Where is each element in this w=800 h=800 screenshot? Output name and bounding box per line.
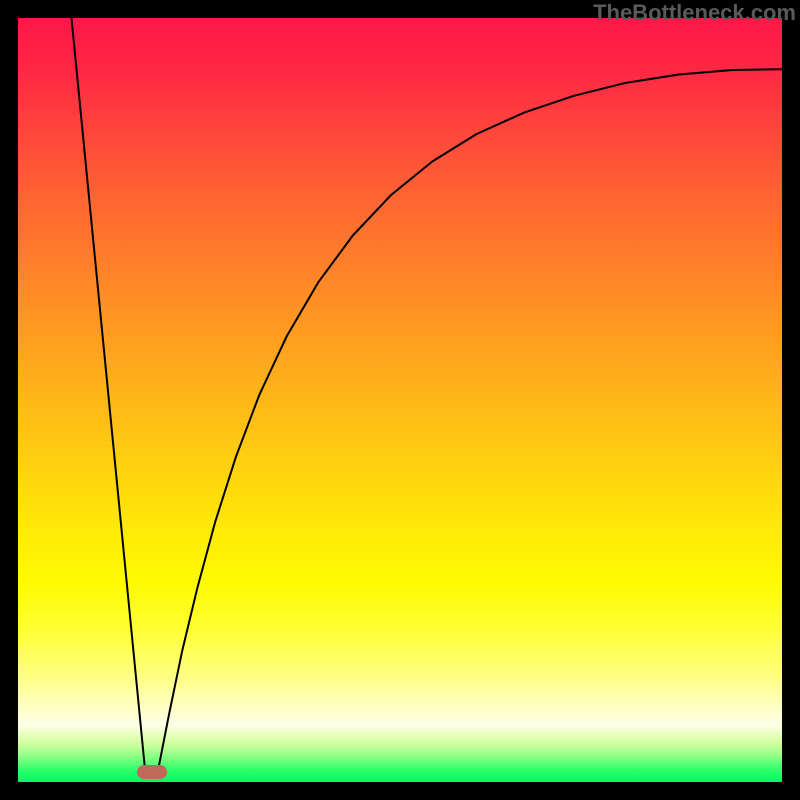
curve-layer — [18, 18, 782, 782]
minimum-marker — [137, 765, 167, 779]
plot-area — [18, 18, 782, 782]
attribution-label: TheBottleneck.com — [593, 0, 796, 26]
left-branch-curve — [71, 18, 144, 767]
right-branch-curve — [159, 69, 782, 767]
